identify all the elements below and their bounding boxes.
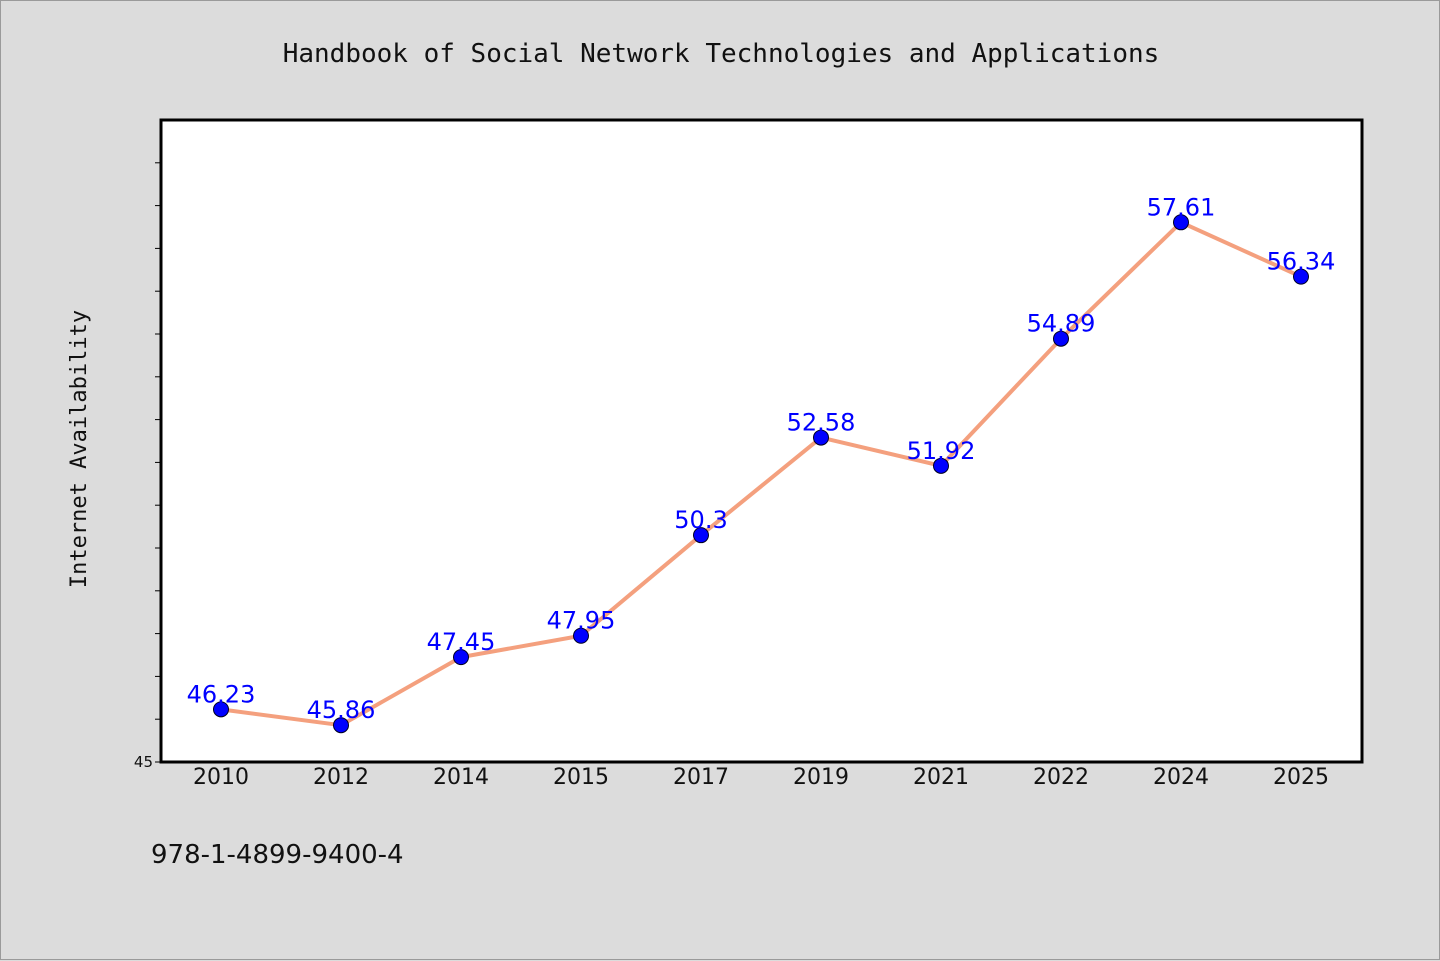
data-label: 47.95 xyxy=(547,607,616,635)
data-label: 56.34 xyxy=(1267,248,1336,276)
x-tick-label: 2010 xyxy=(193,765,249,790)
data-label: 47.45 xyxy=(427,628,496,656)
data-point xyxy=(933,457,949,474)
x-tick-label: 2015 xyxy=(553,765,609,790)
x-axis: 2010 2012 2014 2015 2017 2019 2021 2022 2024 2025 xyxy=(193,765,1329,790)
data-point xyxy=(693,527,709,544)
data-label: 50.3 xyxy=(674,506,727,534)
series-line xyxy=(220,220,1302,728)
data-label: 54.89 xyxy=(1027,310,1096,338)
data-point xyxy=(1293,268,1309,285)
x-tick-label: 2025 xyxy=(1273,765,1329,790)
x-tick-label: 2024 xyxy=(1153,765,1209,790)
data-point xyxy=(453,649,469,666)
data-point xyxy=(333,717,349,734)
x-tick-label: 2012 xyxy=(313,765,369,790)
plot-area xyxy=(159,118,1364,764)
data-label: 51.92 xyxy=(907,437,976,465)
isbn-footnote: 978-1-4899-9400-4 xyxy=(151,840,404,870)
data-label: 46.23 xyxy=(187,680,256,708)
x-tick-label: 2017 xyxy=(673,765,729,790)
data-label: 45.86 xyxy=(307,696,376,724)
y-tick-label: 45 xyxy=(134,753,153,771)
data-point xyxy=(573,627,589,644)
data-point xyxy=(813,429,829,446)
x-tick-label: 2014 xyxy=(433,765,489,790)
data-point xyxy=(1053,330,1069,347)
data-label: 52.58 xyxy=(787,409,856,437)
data-point xyxy=(1173,214,1189,231)
y-axis-label: Internet Availability xyxy=(67,310,92,588)
x-tick-label: 2019 xyxy=(793,765,849,790)
x-tick-label: 2022 xyxy=(1033,765,1089,790)
data-labels: 46.23 45.86 47.45 47.95 50.3 52.58 51.92 54.89 5… xyxy=(187,193,1336,724)
data-label: 57.61 xyxy=(1147,193,1216,221)
data-point xyxy=(213,701,229,718)
data-markers xyxy=(213,214,1309,734)
chart-title: Handbook of Social Network Technologies … xyxy=(283,39,1160,69)
x-tick-label: 2021 xyxy=(913,765,969,790)
y-axis-ticks xyxy=(155,162,161,763)
